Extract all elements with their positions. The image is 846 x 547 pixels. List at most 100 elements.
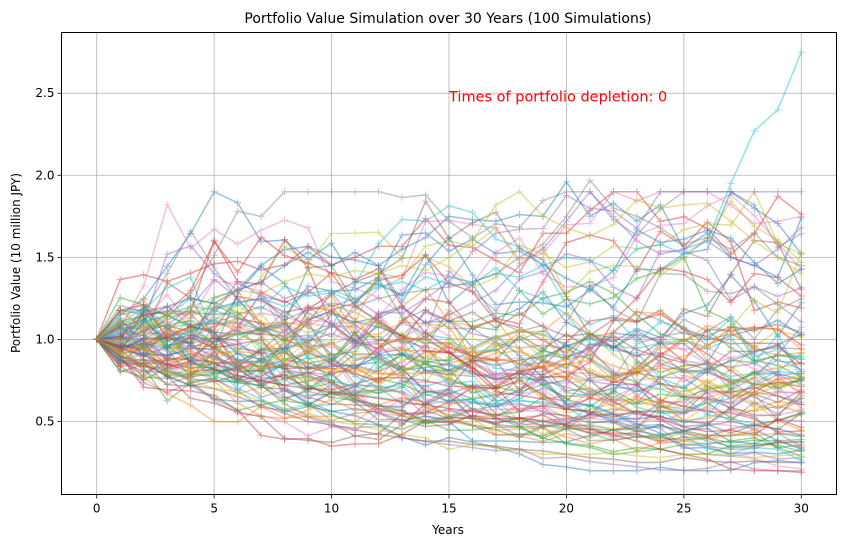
data-point-marker [281,357,289,365]
data-point-marker [163,279,171,287]
data-point-marker [656,309,664,317]
x-tick-label: 0 [93,502,101,516]
data-point-marker [93,335,101,343]
data-point-marker [281,329,289,337]
data-point-marker [234,386,242,394]
data-point-marker [539,357,547,365]
data-point-marker [562,352,570,360]
data-point-marker [750,424,758,432]
data-point-marker [656,349,664,357]
data-point-marker [304,336,312,344]
data-point-marker [586,330,594,338]
data-point-marker [304,255,312,263]
data-point-marker [515,417,523,425]
data-point-marker [281,319,289,327]
data-point-marker [445,361,453,369]
data-point-marker [257,374,265,382]
data-point-marker [398,389,406,397]
data-point-marker [515,328,523,336]
data-point-marker [562,369,570,377]
data-point-marker [398,415,406,423]
data-point-marker [515,445,523,453]
data-point-marker [609,261,617,269]
data-point-marker [351,405,359,413]
data-point-marker [656,374,664,382]
data-point-marker [281,344,289,352]
data-point-marker [304,355,312,363]
data-point-marker [633,382,641,390]
data-point-marker [703,402,711,410]
data-point-marker [93,335,101,343]
data-point-marker [304,400,312,408]
data-point-marker [187,354,195,362]
data-point-marker [398,365,406,373]
data-point-marker [210,323,218,331]
series-line [96,293,802,410]
data-point-marker [163,340,171,348]
data-point-marker [586,395,594,403]
data-point-marker [140,331,148,339]
data-point-marker [539,364,547,372]
data-point-marker [304,329,312,337]
series-line [96,193,802,382]
data-point-marker [797,365,805,373]
data-point-marker [375,379,383,387]
data-point-marker [210,344,218,352]
data-point-marker [515,347,523,355]
data-point-marker [304,317,312,325]
data-point-marker [586,282,594,290]
data-point-marker [281,316,289,324]
data-point-marker [515,414,523,422]
data-point-marker [422,318,430,326]
data-point-marker [774,381,782,389]
data-point-marker [703,382,711,390]
data-point-marker [281,381,289,389]
data-point-marker [774,402,782,410]
data-point-marker [210,347,218,355]
series-line [96,276,802,424]
data-point-marker [375,274,383,282]
data-point-marker [633,467,641,475]
data-point-marker [422,305,430,313]
data-point-marker [304,413,312,421]
data-point-marker [445,334,453,342]
data-point-marker [351,278,359,286]
data-point-marker [187,308,195,316]
data-point-marker [422,352,430,360]
data-point-marker [539,243,547,251]
data-point-marker [680,437,688,445]
data-point-marker [586,282,594,290]
data-point-marker [445,421,453,429]
data-point-marker [375,318,383,326]
data-point-marker [281,396,289,404]
data-point-marker [562,379,570,387]
data-point-marker [257,319,265,327]
data-point-marker [609,329,617,337]
data-point-marker [750,339,758,347]
data-point-marker [562,422,570,430]
data-point-marker [257,365,265,373]
data-point-marker [703,220,711,228]
data-point-marker [680,361,688,369]
data-point-marker [750,323,758,331]
data-point-marker [351,364,359,372]
data-point-marker [163,321,171,329]
data-point-marker [140,308,148,316]
data-point-marker [633,403,641,411]
data-point-marker [445,375,453,383]
data-point-marker [562,295,570,303]
data-point-marker [328,365,336,373]
data-point-marker [187,364,195,372]
data-point-marker [351,331,359,339]
data-point-marker [656,379,664,387]
data-point-marker [163,325,171,333]
data-point-marker [398,416,406,424]
data-point-marker [187,321,195,329]
data-point-marker [398,314,406,322]
data-point-marker [422,378,430,386]
data-point-marker [116,336,124,344]
data-point-marker [727,366,735,374]
simulation-series [93,318,805,416]
data-point-marker [774,239,782,247]
data-point-marker [586,376,594,384]
